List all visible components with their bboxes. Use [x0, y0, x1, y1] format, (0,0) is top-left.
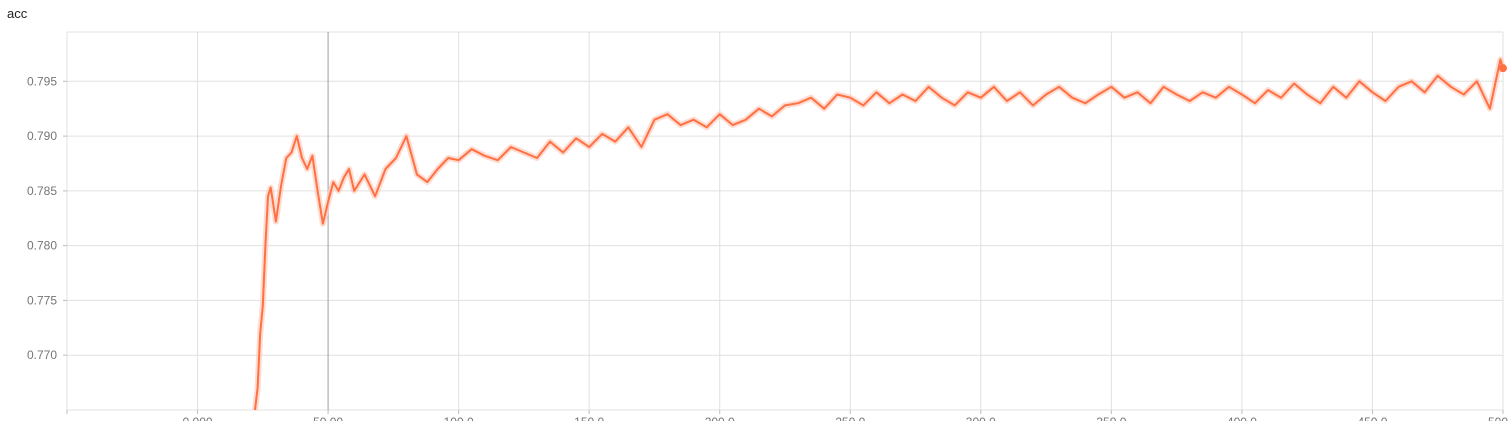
- chart-title: acc: [7, 6, 28, 21]
- x-tick-label: 100.0: [444, 415, 474, 421]
- x-tick-label: 0.000: [183, 415, 213, 421]
- y-tick-label: 0.795: [27, 74, 57, 88]
- smoothed-series-layer: [254, 58, 1507, 411]
- x-tick-label: 250.0: [835, 415, 865, 421]
- y-tick-label: 0.770: [27, 348, 57, 362]
- x-tick-label: 400.0: [1227, 415, 1257, 421]
- x-tick-label: 50.00: [313, 415, 343, 421]
- y-tick-label: 0.780: [27, 239, 57, 253]
- x-tick-label: 300.0: [966, 415, 996, 421]
- x-tick-label: 500.0: [1488, 415, 1508, 421]
- x-tick-label: 150.0: [574, 415, 604, 421]
- tick-label-layer: 0.770 0.775 0.780 0.785 0.790 0.795 0.000 50.00…: [27, 74, 1508, 421]
- raw-series-layer: [252, 56, 1506, 411]
- last-point-marker: [1499, 64, 1507, 73]
- x-tick-label: 450.0: [1357, 415, 1387, 421]
- smoothed-series-line: [254, 58, 1504, 411]
- y-tick-label: 0.790: [27, 129, 57, 143]
- raw-series-line: [252, 56, 1506, 411]
- x-tick-label: 200.0: [705, 415, 735, 421]
- y-tick-label: 0.775: [27, 293, 57, 307]
- y-tick-label: 0.785: [27, 184, 57, 198]
- x-tick-label: 350.0: [1096, 415, 1126, 421]
